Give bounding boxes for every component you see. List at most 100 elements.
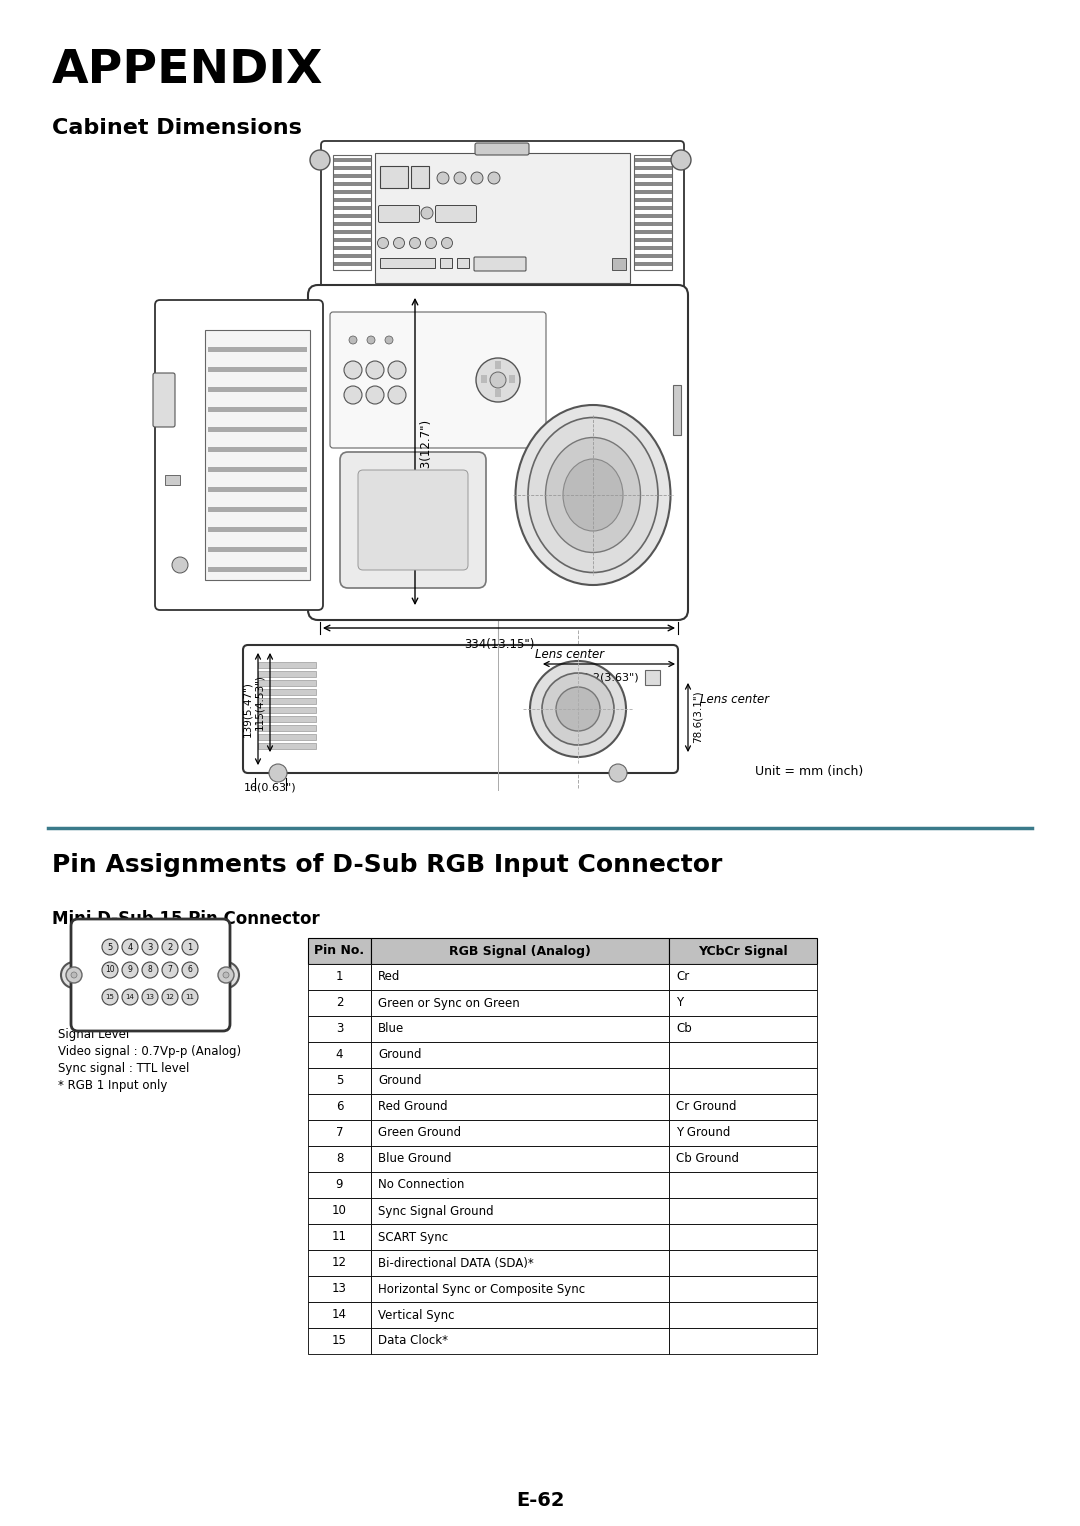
Circle shape	[454, 172, 465, 185]
Text: Red: Red	[378, 971, 401, 983]
Circle shape	[366, 362, 384, 378]
Circle shape	[556, 687, 600, 731]
Text: Vertical Sync: Vertical Sync	[378, 1308, 455, 1322]
Bar	[372, 1068, 669, 1094]
Text: 10: 10	[105, 966, 114, 975]
Text: 9: 9	[127, 966, 133, 975]
Circle shape	[388, 362, 406, 378]
Circle shape	[162, 938, 178, 955]
Bar	[634, 238, 672, 243]
Text: 14: 14	[332, 1308, 347, 1322]
Bar	[205, 330, 310, 580]
Circle shape	[426, 238, 436, 249]
Circle shape	[269, 765, 287, 781]
Bar	[258, 707, 316, 713]
Text: 7: 7	[336, 1126, 343, 1140]
Text: SCART Sync: SCART Sync	[378, 1230, 448, 1244]
Text: Cb Ground: Cb Ground	[676, 1152, 739, 1166]
Text: Blue Ground: Blue Ground	[378, 1152, 451, 1166]
Bar	[372, 1016, 669, 1042]
Circle shape	[102, 961, 118, 978]
Bar	[481, 375, 487, 383]
Circle shape	[102, 938, 118, 955]
Text: Bi-directional DATA (SDA)*: Bi-directional DATA (SDA)*	[378, 1256, 534, 1270]
Bar	[308, 1198, 372, 1224]
Circle shape	[490, 372, 507, 388]
Bar	[380, 166, 408, 188]
Text: Horizontal Sync or Composite Sync: Horizontal Sync or Composite Sync	[378, 1282, 585, 1296]
Bar	[308, 1224, 372, 1250]
Bar	[372, 938, 669, 964]
Bar	[308, 1094, 372, 1120]
Bar	[308, 1172, 372, 1198]
Bar	[308, 1302, 372, 1328]
Bar	[333, 206, 372, 211]
Bar	[634, 246, 672, 250]
Bar	[669, 1146, 816, 1172]
Text: Pin Assignments of D-Sub RGB Input Connector: Pin Assignments of D-Sub RGB Input Conne…	[52, 853, 723, 877]
Circle shape	[471, 172, 483, 185]
Bar	[634, 191, 672, 194]
Bar	[634, 166, 672, 169]
Circle shape	[671, 150, 691, 169]
Circle shape	[222, 972, 229, 978]
Circle shape	[183, 938, 198, 955]
Bar	[333, 159, 372, 162]
Text: 2: 2	[336, 996, 343, 1010]
Text: 15: 15	[332, 1335, 347, 1347]
Circle shape	[310, 150, 330, 169]
Bar	[333, 230, 372, 233]
Bar	[333, 198, 372, 201]
Circle shape	[609, 765, 627, 781]
Circle shape	[366, 386, 384, 404]
Text: Mini D-Sub 15 Pin Connector: Mini D-Sub 15 Pin Connector	[52, 909, 320, 928]
Bar	[495, 389, 501, 397]
Circle shape	[172, 557, 188, 572]
Circle shape	[388, 386, 406, 404]
Bar	[258, 681, 316, 687]
Bar	[208, 487, 307, 491]
Bar	[372, 1276, 669, 1302]
Bar	[669, 1172, 816, 1198]
Text: 6: 6	[336, 1100, 343, 1114]
Circle shape	[122, 989, 138, 1006]
Text: Green or Sync on Green: Green or Sync on Green	[378, 996, 519, 1010]
Bar	[208, 546, 307, 552]
Bar	[669, 1276, 816, 1302]
Circle shape	[421, 208, 433, 220]
Text: 115(4.53"): 115(4.53")	[254, 674, 264, 729]
Bar	[333, 166, 372, 169]
Bar	[308, 1276, 372, 1302]
Bar	[208, 526, 307, 533]
Text: 8: 8	[148, 966, 152, 975]
Ellipse shape	[563, 459, 623, 531]
Text: 78.6(3.1"): 78.6(3.1")	[693, 691, 703, 743]
FancyBboxPatch shape	[378, 206, 419, 223]
Text: Data Clock*: Data Clock*	[378, 1335, 448, 1347]
Text: Signal Level: Signal Level	[58, 1029, 130, 1041]
Circle shape	[141, 989, 158, 1006]
Bar	[634, 174, 672, 179]
Bar	[372, 1172, 669, 1198]
Text: 10: 10	[332, 1204, 347, 1218]
Bar	[308, 1042, 372, 1068]
Bar	[669, 1198, 816, 1224]
Bar	[208, 447, 307, 452]
Bar	[669, 1120, 816, 1146]
Circle shape	[183, 989, 198, 1006]
Bar	[208, 346, 307, 353]
Text: Ground: Ground	[378, 1048, 421, 1062]
Text: 15: 15	[106, 993, 114, 1000]
Text: 11: 11	[186, 993, 194, 1000]
Bar	[380, 258, 435, 269]
Text: Y Ground: Y Ground	[676, 1126, 730, 1140]
Text: RGB Signal (Analog): RGB Signal (Analog)	[449, 945, 591, 957]
Bar	[372, 1198, 669, 1224]
Bar	[258, 697, 316, 703]
Text: Ground: Ground	[378, 1074, 421, 1088]
Circle shape	[102, 989, 118, 1006]
Bar	[208, 427, 307, 432]
Bar	[634, 221, 672, 226]
Bar	[208, 388, 307, 392]
FancyBboxPatch shape	[243, 645, 678, 774]
